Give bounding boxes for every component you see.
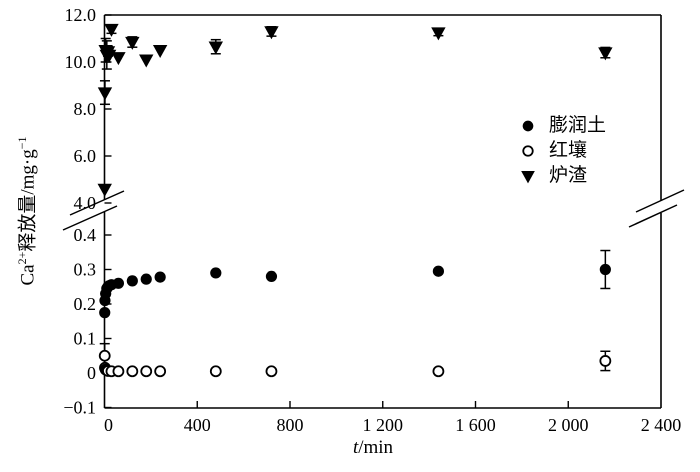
x-tick-label: 1 200 bbox=[363, 415, 404, 435]
y-tick-label: 0.1 bbox=[74, 329, 97, 349]
x-axis-title-symbol: t bbox=[352, 437, 359, 458]
marker-open-circle bbox=[154, 365, 167, 378]
y-axis-title: Ca2+释放量/mg·g−1 bbox=[13, 136, 40, 285]
marker-filled-circle bbox=[522, 120, 534, 131]
y-axis-title-superscript-exponent: −1 bbox=[15, 136, 30, 150]
marker-open-circle bbox=[209, 365, 222, 378]
y-tick-label: 0 bbox=[87, 363, 96, 383]
marker-open-circle bbox=[140, 365, 153, 378]
series-bentonite bbox=[99, 249, 611, 319]
marker-open-circle bbox=[98, 349, 111, 362]
marker-filled-triangle-down bbox=[139, 54, 154, 68]
marker-filled-triangle-down bbox=[431, 27, 446, 41]
legend-label-red-soil: 红壤 bbox=[549, 140, 588, 161]
y-axis-title-prefix: Ca bbox=[17, 264, 39, 286]
legend-item-red-soil: 红壤 bbox=[517, 138, 606, 163]
filled-circle-icon bbox=[522, 120, 534, 131]
marker-filled-triangle-down bbox=[97, 87, 113, 101]
legend-marker-shape bbox=[522, 120, 534, 131]
x-axis-title-unit: /min bbox=[358, 437, 394, 458]
marker-filled-triangle-down bbox=[264, 26, 279, 40]
marker-open-circle bbox=[599, 355, 612, 367]
open-circle-icon bbox=[522, 144, 534, 157]
y-tick-label: 0.4 bbox=[74, 225, 97, 245]
marker-open-circle bbox=[265, 365, 278, 378]
marker-filled-triangle-down bbox=[208, 41, 223, 55]
series-slag bbox=[97, 23, 613, 197]
marker-open-circle bbox=[432, 365, 445, 378]
right-axis-break-slash bbox=[635, 189, 685, 213]
plot-frame bbox=[62, 14, 685, 409]
filled-triangle-down-icon bbox=[521, 170, 535, 183]
x-tick-label: 2 400 bbox=[641, 415, 682, 435]
series-red-soil bbox=[98, 342, 612, 378]
y-tick-label: 10.0 bbox=[65, 52, 97, 72]
marker-filled-triangle-down bbox=[125, 36, 140, 50]
y-tick-label: 8.0 bbox=[74, 99, 97, 119]
x-axis-title: t/min bbox=[338, 437, 408, 459]
y-tick-label: 0.3 bbox=[74, 260, 97, 280]
y-tick-label: −0.1 bbox=[63, 398, 96, 418]
marker-filled-triangle-down bbox=[521, 170, 535, 183]
x-axis-ticks: 0 400 800 1 200 1 600 2 000 2 400 bbox=[104, 401, 681, 435]
marker-filled-triangle-down bbox=[598, 47, 613, 61]
marker-filled-circle bbox=[599, 263, 611, 276]
legend-label-bentonite: 膨润土 bbox=[549, 115, 607, 136]
marker-filled-circle bbox=[154, 271, 166, 283]
marker-open-circle bbox=[126, 365, 139, 378]
marker-filled-circle bbox=[265, 270, 278, 282]
y-axis-ticks: 12.0 10.0 8.0 6.0 4.0 0.4 0.3 0.2 0.1 0 −0.1 bbox=[63, 5, 112, 418]
marker-filled-circle bbox=[432, 265, 444, 277]
y-axis-break-slash bbox=[62, 205, 118, 231]
right-axis-break-slash bbox=[628, 204, 678, 228]
legend-marker-shape bbox=[522, 144, 534, 157]
marker-filled-circle bbox=[99, 307, 111, 319]
marker-filled-triangle-down bbox=[111, 52, 126, 66]
x-tick-label: 800 bbox=[277, 415, 304, 435]
marker-filled-circle bbox=[210, 267, 222, 279]
y-tick-label: 6.0 bbox=[74, 146, 97, 166]
legend-label-slag: 炉渣 bbox=[549, 165, 588, 186]
y-axis-title-superscript-charge: 2+ bbox=[15, 251, 30, 265]
legend-item-slag: 炉渣 bbox=[517, 163, 606, 188]
y-axis-break-slash bbox=[69, 190, 125, 216]
marker-filled-circle bbox=[112, 277, 125, 289]
x-tick-label: 0 bbox=[104, 415, 113, 435]
legend: 膨润土 红壤 炉渣 bbox=[517, 113, 606, 188]
y-tick-label: 0.2 bbox=[74, 294, 97, 314]
marker-filled-circle bbox=[126, 275, 138, 287]
marker-open-circle bbox=[522, 144, 534, 157]
x-tick-label: 2 000 bbox=[548, 415, 589, 435]
marker-filled-triangle-down bbox=[152, 45, 168, 59]
legend-item-bentonite: 膨润土 bbox=[517, 113, 606, 138]
x-tick-label: 400 bbox=[184, 415, 211, 435]
y-tick-label: 12.0 bbox=[65, 5, 97, 25]
y-tick-label: 4.0 bbox=[74, 193, 97, 213]
marker-filled-triangle-down bbox=[97, 183, 112, 197]
legend-marker-shape bbox=[521, 170, 535, 183]
y-axis-title-mid: 释放量/mg·g bbox=[17, 149, 39, 252]
marker-filled-circle bbox=[140, 273, 152, 285]
marker-open-circle bbox=[112, 365, 125, 378]
marker-filled-triangle-down bbox=[104, 23, 119, 37]
x-tick-label: 1 600 bbox=[455, 415, 496, 435]
